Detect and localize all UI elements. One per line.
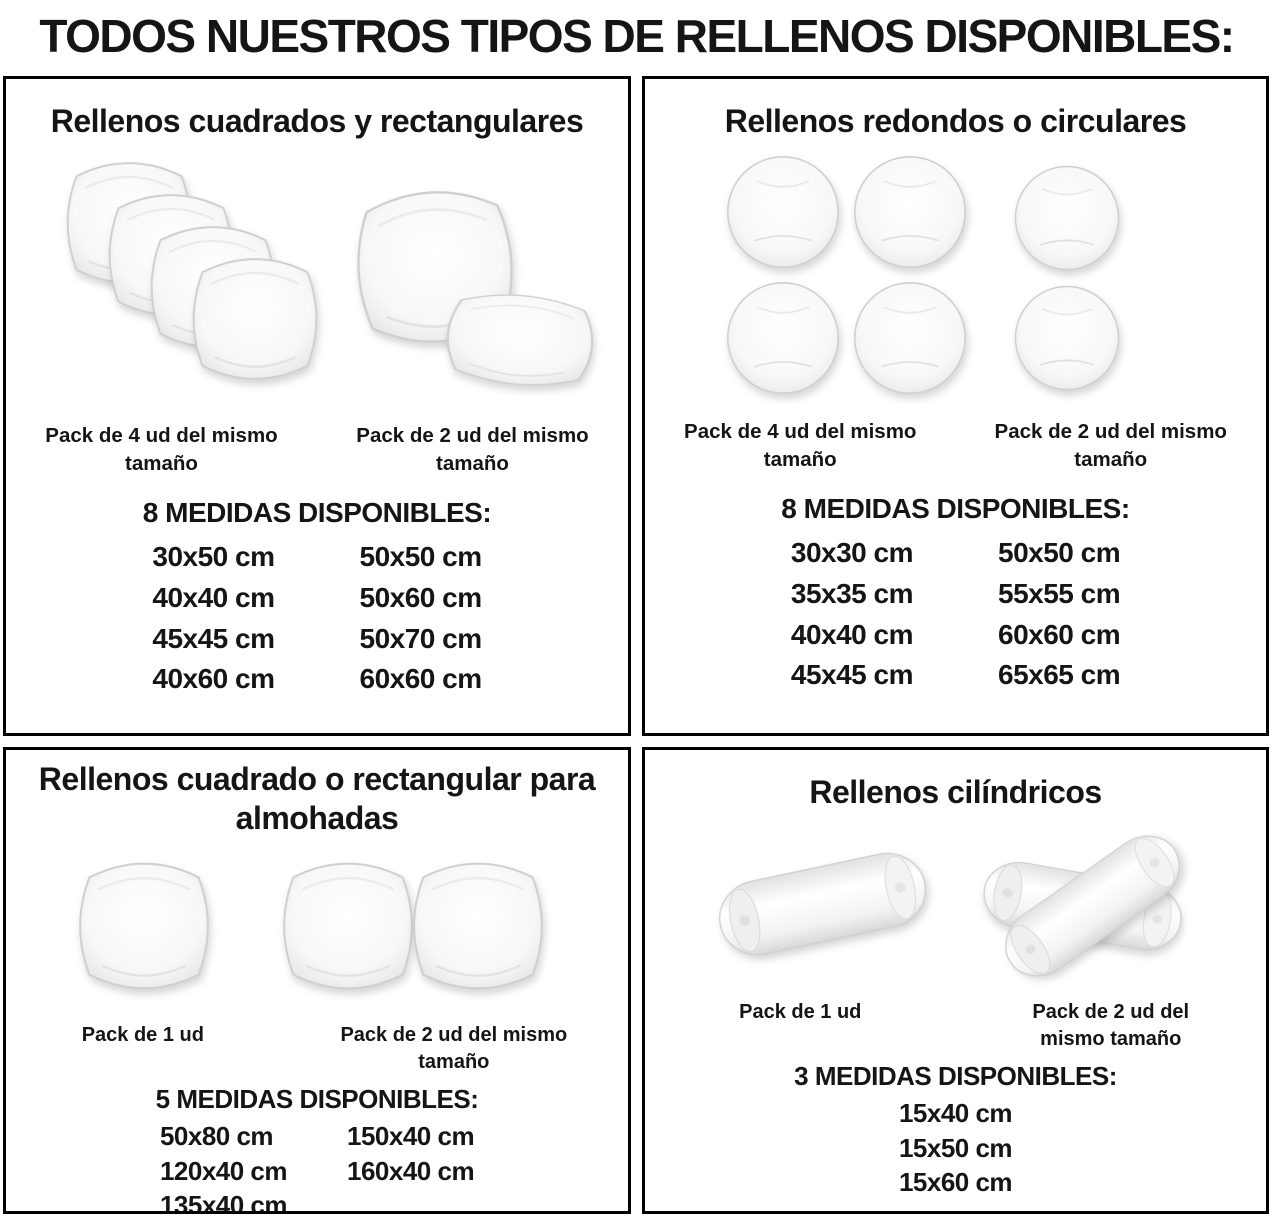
size-item: 15x60 cm	[898, 1167, 1013, 1198]
sizes-column: 50x50 cm 50x60 cm 50x70 cm 60x60 cm	[359, 537, 483, 699]
square-pillow-icon	[79, 862, 209, 990]
round-pillow-icon	[853, 155, 967, 269]
panel-pillowcases: Rellenos cuadrado o rectangular para alm…	[3, 747, 631, 1214]
size-item: 50x50 cm	[359, 541, 483, 573]
pack-captions: Pack de 1 ud Pack de 2 ud del mismo tama…	[645, 999, 1266, 1053]
pack-captions: Pack de 1 ud Pack de 2 ud del mismo tama…	[6, 1022, 628, 1076]
sizes-column: 30x50 cm 40x40 cm 45x45 cm 40x60 cm	[152, 537, 275, 699]
size-item: 45x45 cm	[790, 659, 914, 691]
pack-captions: Pack de 4 ud del mismo tamaño Pack de 2 …	[6, 422, 628, 477]
sizes-columns: 15x40 cm 15x50 cm 15x60 cm	[645, 1096, 1266, 1200]
panel-cylinders: Rellenos cilíndricos Pack de 1 ud Pack d…	[642, 747, 1269, 1214]
panel-title: Rellenos cilíndricos	[809, 774, 1102, 810]
panels-grid: Rellenos cuadrados y rectangulares Pack …	[0, 76, 1273, 1214]
size-item: 45x45 cm	[152, 622, 275, 654]
sizes-column: 30x30 cm 35x35 cm 40x40 cm 45x45 cm	[790, 533, 914, 695]
pack-captions: Pack de 4 ud del mismo tamaño Pack de 2 …	[645, 418, 1266, 473]
round-pillow-icon	[726, 155, 840, 269]
size-item: 30x30 cm	[790, 537, 914, 569]
size-item: 120x40 cm	[159, 1155, 288, 1186]
round-pillow-icon	[1014, 165, 1120, 271]
bolster-pillow-icon	[712, 845, 933, 963]
size-item: 60x60 cm	[359, 663, 483, 695]
pillow-illustrations	[645, 815, 1266, 993]
pack-caption-left: Pack de 1 ud	[81, 1024, 204, 1047]
pack-caption-left: Pack de 4 ud del mismo tamaño	[45, 424, 278, 475]
panel-rounds: Rellenos redondos o circulares Pack de 4…	[642, 76, 1269, 736]
sizes-heading: 8 MEDIDAS DISPONIBLES:	[142, 497, 492, 529]
round-pillow-icon	[853, 281, 967, 395]
pack-caption-right: Pack de 2 ud del mismo tamaño	[1032, 1001, 1190, 1050]
size-item: 15x40 cm	[898, 1098, 1013, 1128]
sizes-section: 5 MEDIDAS DISPONIBLES: 50x80 cm 120x40 c…	[6, 1084, 628, 1214]
sizes-heading: 3 MEDIDAS DISPONIBLES:	[794, 1061, 1117, 1091]
pack-caption-right: Pack de 2 ud del mismo tamaño	[340, 1024, 568, 1074]
round-pillow-icon	[1014, 285, 1120, 391]
size-item: 60x60 cm	[998, 618, 1121, 650]
sizes-column: 50x80 cm 120x40 cm 135x40 cm	[159, 1119, 288, 1214]
pack-caption-right: Pack de 2 ud del mismo tamaño	[356, 424, 589, 475]
size-item: 160x40 cm	[347, 1155, 475, 1186]
pack-caption-left: Pack de 1 ud	[739, 1001, 862, 1023]
pack-caption-right: Pack de 2 ud del mismo tamaño	[994, 420, 1227, 471]
size-item: 150x40 cm	[347, 1121, 475, 1152]
panel-squares: Rellenos cuadrados y rectangulares Pack …	[3, 76, 631, 736]
size-item: 50x50 cm	[998, 537, 1121, 569]
sizes-section: 8 MEDIDAS DISPONIBLES: 30x50 cm 40x40 cm…	[6, 497, 628, 699]
size-item: 40x40 cm	[790, 618, 914, 650]
panel-title: Rellenos cuadrado o rectangular para alm…	[38, 761, 596, 837]
size-item: 15x50 cm	[898, 1132, 1013, 1163]
sizes-column: 150x40 cm 160x40 cm	[347, 1119, 475, 1211]
sizes-heading: 5 MEDIDAS DISPONIBLES:	[155, 1084, 479, 1115]
size-item: 40x40 cm	[152, 581, 275, 613]
round-pillow-icon	[726, 281, 840, 395]
sizes-column: 15x40 cm 15x50 cm 15x60 cm	[898, 1096, 1013, 1200]
sizes-heading: 8 MEDIDAS DISPONIBLES:	[781, 493, 1130, 525]
sizes-section: 3 MEDIDAS DISPONIBLES: 15x40 cm 15x50 cm…	[645, 1061, 1266, 1200]
size-item: 135x40 cm	[159, 1190, 288, 1214]
size-item: 50x70 cm	[359, 622, 483, 654]
sizes-section: 8 MEDIDAS DISPONIBLES: 30x30 cm 35x35 cm…	[645, 493, 1266, 695]
sizes-column: 50x50 cm 55x55 cm 60x60 cm 65x65 cm	[998, 533, 1121, 695]
sizes-columns: 50x80 cm 120x40 cm 135x40 cm 150x40 cm 1…	[6, 1119, 628, 1214]
rectangular-pillow-icon	[442, 288, 598, 392]
size-item: 30x50 cm	[152, 541, 275, 573]
pillow-illustrations	[6, 844, 628, 1016]
pillow-illustrations	[6, 148, 628, 416]
size-item: 35x35 cm	[790, 577, 914, 609]
square-pillow-icon	[413, 862, 543, 990]
panel-title: Rellenos cuadrados y rectangulares	[50, 103, 584, 139]
square-pillow-icon	[192, 258, 318, 380]
size-item: 65x65 cm	[998, 659, 1121, 691]
panel-title: Rellenos redondos o circulares	[724, 103, 1187, 139]
size-item: 55x55 cm	[998, 577, 1121, 609]
pillow-illustrations	[645, 150, 1266, 412]
sizes-columns: 30x30 cm 35x35 cm 40x40 cm 45x45 cm 50x5…	[645, 533, 1266, 695]
sizes-columns: 30x50 cm 40x40 cm 45x45 cm 40x60 cm 50x5…	[6, 537, 628, 699]
size-item: 50x80 cm	[159, 1121, 274, 1152]
size-item: 40x60 cm	[152, 663, 275, 695]
size-item: 50x60 cm	[359, 581, 483, 613]
page-title: TODOS NUESTROS TIPOS DE RELLENOS DISPONI…	[39, 10, 1235, 62]
pack-caption-left: Pack de 4 ud del mismo tamaño	[684, 420, 917, 471]
